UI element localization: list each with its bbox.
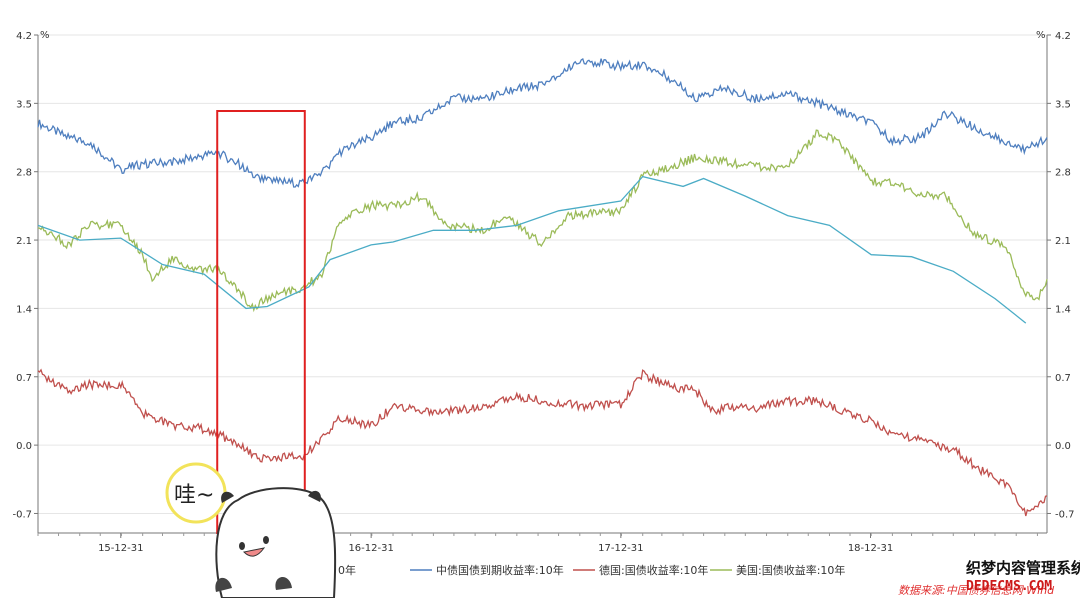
series-line	[38, 129, 1048, 313]
y-tick-label: 4.2	[16, 31, 32, 42]
y-tick-label: 1.4	[1055, 304, 1071, 315]
sticker-text: 哇~	[174, 483, 214, 508]
y-tick-label: 2.1	[16, 236, 32, 247]
watermark-title: 织梦内容管理系统	[966, 559, 1080, 577]
y-tick-label: 0.0	[16, 441, 32, 452]
series-line	[37, 58, 1048, 188]
legend-label: 0年	[338, 563, 356, 577]
left-unit-label: %	[40, 30, 50, 41]
y-tick-label: 2.1	[1055, 236, 1071, 247]
cartoon-eye-right-icon	[263, 536, 269, 544]
y-tick-label: -0.7	[1055, 509, 1075, 520]
right-unit-label: %	[1036, 30, 1046, 41]
cartoon-paw-icon	[275, 576, 292, 590]
cartoon-character-icon	[215, 487, 337, 598]
x-tick-labels: 15-12-31 16-12-31 17-12-31 18-12-31	[37, 533, 1038, 554]
x-tick-label: 16-12-31	[348, 543, 393, 554]
x-tick-label: 18-12-31	[848, 543, 893, 554]
cartoon-ear-right-icon	[308, 490, 321, 502]
y-tick-label: 4.2	[1055, 31, 1071, 42]
sticker: 哇~	[165, 462, 337, 598]
cartoon-mouth-icon	[242, 547, 266, 557]
y-tick-label: 0.7	[1055, 373, 1071, 384]
y-tick-label: 2.8	[1055, 168, 1071, 179]
legend-label: 中债国债到期收益率:10年	[436, 563, 564, 577]
series-line	[37, 175, 1027, 324]
series-lines	[37, 58, 1048, 517]
y-tick-label: -0.7	[12, 509, 32, 520]
legend: 0年 中债国债到期收益率:10年 德国:国债收益率:10年 美国:国债收益率:10年	[338, 563, 845, 577]
x-tick-label: 17-12-31	[598, 543, 643, 554]
watermark: 织梦内容管理系统 DEDECMS.COM	[966, 559, 1080, 594]
cartoon-ear-left-icon	[221, 491, 234, 503]
legend-label: 德国:国债收益率:10年	[599, 563, 708, 577]
series-line	[37, 368, 1048, 517]
y-tick-label: 2.8	[16, 168, 32, 179]
y-tick-label: 0.7	[16, 373, 32, 384]
right-tick-labels: 4.2 3.5 2.8 2.1 1.4 0.7 0.0 -0.7	[1047, 31, 1075, 520]
x-tick-label: 15-12-31	[98, 543, 143, 554]
y-tick-label: 0.0	[1055, 441, 1071, 452]
legend-label: 美国:国债收益率:10年	[736, 563, 845, 577]
y-tick-label: 3.5	[1055, 99, 1071, 110]
y-tick-label: 1.4	[16, 304, 32, 315]
source-note: 数据来源:中国债券信息网 Wind	[898, 584, 1055, 597]
grid-lines	[38, 34, 1047, 514]
watermark-url: DEDECMS.COM	[966, 579, 1052, 594]
cartoon-paw-icon	[215, 577, 232, 592]
cartoon-eye-left-icon	[239, 542, 245, 550]
left-tick-labels: 4.2 3.5 2.8 2.1 1.4 0.7 0.0 -0.7	[12, 31, 38, 520]
highlight-box	[216, 110, 306, 534]
y-tick-label: 3.5	[16, 99, 32, 110]
